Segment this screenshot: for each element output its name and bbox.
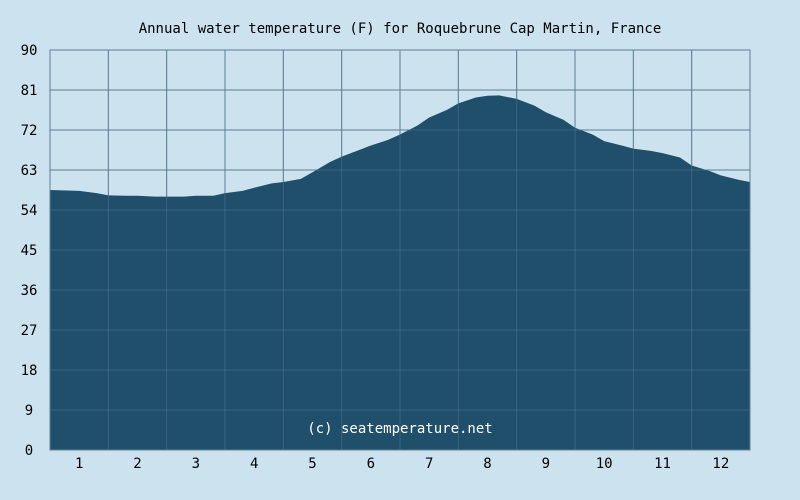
x-tick-label: 8	[483, 456, 491, 472]
y-tick-label: 18	[21, 363, 38, 379]
watermark-text: (c) seatemperature.net	[307, 421, 492, 437]
y-tick-label: 45	[21, 243, 38, 259]
y-tick-label: 90	[21, 43, 38, 59]
x-tick-label: 5	[308, 456, 316, 472]
x-tick-label: 4	[250, 456, 258, 472]
y-tick-label: 9	[25, 403, 33, 419]
y-axis-ticks: 0 9 18 27 36 45 54 63 72 81 90	[21, 43, 38, 459]
y-tick-label: 27	[21, 323, 38, 339]
x-tick-label: 3	[192, 456, 200, 472]
y-tick-label: 72	[21, 123, 38, 139]
plot-frame	[49, 49, 751, 451]
x-tick-label: 1	[75, 456, 83, 472]
x-tick-label: 2	[133, 456, 141, 472]
x-tick-label: 11	[654, 456, 671, 472]
temperature-area	[50, 95, 750, 450]
x-tick-label: 6	[367, 456, 375, 472]
y-tick-label: 0	[25, 443, 33, 459]
chart-title: Annual water temperature (F) for Roquebr…	[139, 21, 662, 37]
y-tick-label: 54	[21, 203, 38, 219]
y-tick-label: 36	[21, 283, 38, 299]
y-tick-label: 81	[21, 83, 38, 99]
x-tick-label: 10	[596, 456, 613, 472]
x-tick-label: 7	[425, 456, 433, 472]
x-axis-ticks: 1 2 3 4 5 6 7 8 9 10 11 12	[75, 456, 729, 472]
x-tick-label: 12	[712, 456, 729, 472]
y-tick-label: 63	[21, 163, 38, 179]
x-tick-label: 9	[542, 456, 550, 472]
